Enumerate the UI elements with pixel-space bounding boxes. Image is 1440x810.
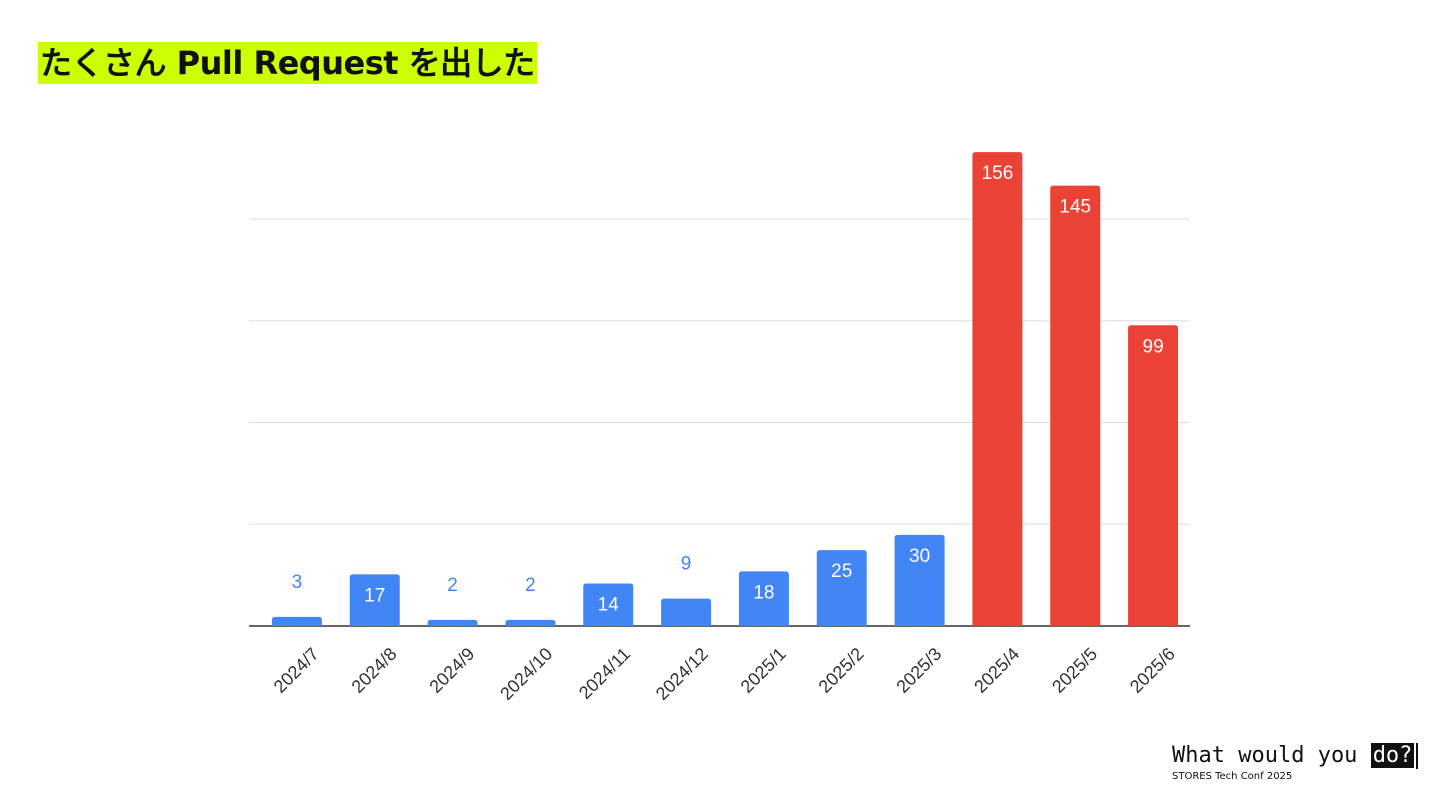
bar [1128, 325, 1179, 626]
x-tick-label: 2025/6 [1126, 644, 1179, 697]
value-label: 25 [831, 561, 852, 582]
value-label: 30 [909, 546, 930, 567]
x-tick-label: 2024/10 [496, 644, 556, 704]
bar [661, 598, 712, 626]
value-label: 3 [292, 572, 303, 593]
value-label: 17 [364, 585, 385, 606]
value-label: 2 [447, 575, 458, 596]
x-tick-label: 2024/7 [270, 644, 323, 697]
bar [271, 616, 322, 626]
x-tick-label: 2025/4 [970, 644, 1023, 697]
event-name: STORES Tech Conf 2025 [1172, 771, 1293, 782]
footer: What would you do? STORES Tech Conf 2025 [1172, 742, 1419, 784]
x-tick-label: 2025/2 [815, 644, 868, 697]
value-label: 18 [753, 582, 774, 603]
x-tick-label: 2025/1 [737, 644, 790, 697]
x-tick-label: 2024/12 [652, 644, 712, 704]
value-label: 2 [525, 575, 536, 596]
value-label: 14 [598, 594, 620, 615]
bar [738, 571, 789, 626]
bar [1050, 185, 1101, 626]
bar [427, 619, 478, 626]
bar [894, 534, 945, 626]
bar [816, 550, 867, 626]
tagline: What would you do? [1172, 742, 1419, 770]
x-tick-label: 2025/5 [1048, 644, 1101, 697]
bar [583, 583, 634, 626]
tagline-text: What would you [1172, 743, 1358, 768]
x-tick-label: 2025/3 [892, 644, 945, 697]
x-tick-label: 2024/9 [425, 644, 478, 697]
bar [349, 574, 400, 626]
bar [505, 619, 556, 626]
cursor [1416, 743, 1419, 769]
x-tick-label: 2024/8 [348, 644, 401, 697]
value-label: 145 [1059, 197, 1091, 218]
value-label: 99 [1143, 336, 1164, 357]
value-label: 156 [982, 163, 1014, 184]
slide-title: たくさん Pull Request を出した [38, 42, 537, 84]
value-label: 9 [681, 554, 692, 575]
bar [972, 152, 1023, 626]
tagline-highlight: do? [1370, 743, 1415, 768]
x-tick-label: 2024/11 [575, 644, 634, 703]
